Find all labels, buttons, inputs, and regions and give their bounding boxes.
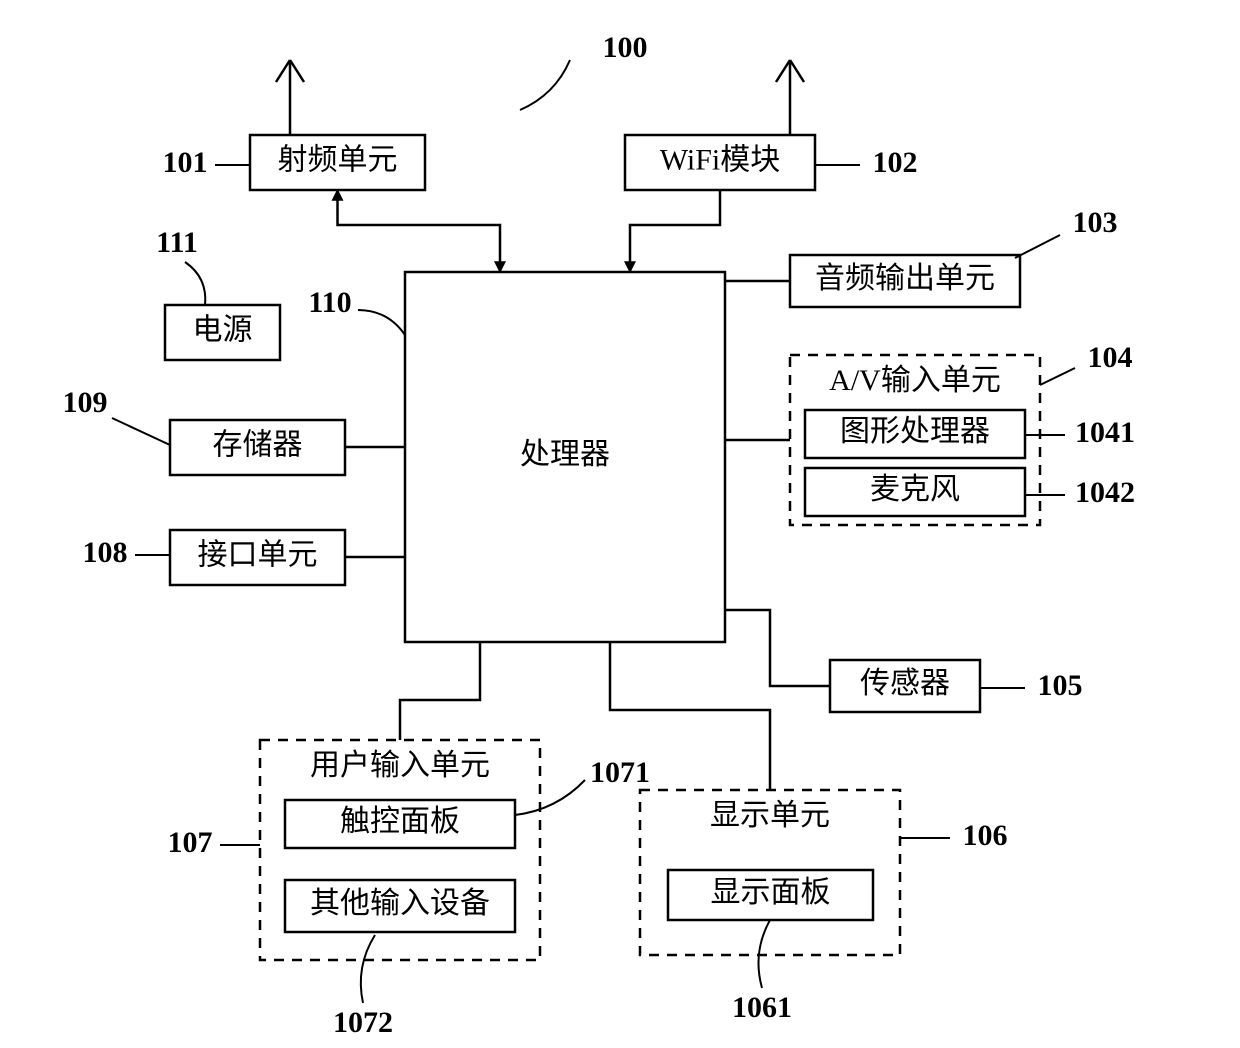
audio_out-box: 音频输出单元 bbox=[790, 255, 1020, 307]
leader-104 bbox=[1040, 368, 1075, 385]
display_panel-label: 显示面板 bbox=[711, 876, 831, 909]
processor-box: 处理器 bbox=[405, 272, 725, 642]
power-label: 电源 bbox=[193, 313, 253, 346]
display_panel-box: 显示面板 bbox=[668, 870, 873, 920]
leader-111 bbox=[185, 262, 205, 305]
connector-wifi-processor bbox=[630, 190, 720, 272]
ref-108: 108 bbox=[83, 536, 128, 569]
ref-1042: 1042 bbox=[1075, 476, 1135, 509]
ref-101: 101 bbox=[163, 146, 208, 179]
leader-103 bbox=[1015, 235, 1060, 258]
memory-box: 存储器 bbox=[170, 420, 345, 475]
connector-rf_unit-processor bbox=[338, 190, 501, 272]
ref-104: 104 bbox=[1088, 341, 1133, 374]
sensor-box: 传感器 bbox=[830, 660, 980, 712]
leader-1071 bbox=[515, 780, 585, 815]
wifi-label: WiFi模块 bbox=[660, 143, 780, 176]
ref-109: 109 bbox=[63, 386, 108, 419]
audio_out-label: 音频输出单元 bbox=[815, 262, 995, 295]
ref-105: 105 bbox=[1038, 669, 1083, 702]
ref-1072: 1072 bbox=[333, 1006, 393, 1039]
mic-box: 麦克风 bbox=[805, 468, 1025, 516]
ref-1071: 1071 bbox=[590, 756, 650, 789]
ref-103: 103 bbox=[1073, 206, 1118, 239]
sensor-label: 传感器 bbox=[860, 667, 950, 700]
leader-100 bbox=[520, 60, 570, 110]
leader-109 bbox=[112, 418, 170, 445]
rf-antenna bbox=[276, 60, 304, 135]
power-box: 电源 bbox=[165, 305, 280, 360]
wifi-antenna bbox=[776, 60, 804, 135]
av_group-label: A/V输入单元 bbox=[829, 364, 1001, 397]
connector-processor-sensor bbox=[725, 610, 830, 686]
ref-1041: 1041 bbox=[1075, 416, 1135, 449]
touch_panel-box: 触控面板 bbox=[285, 800, 515, 848]
ref-106: 106 bbox=[963, 819, 1008, 852]
processor-label: 处理器 bbox=[520, 438, 610, 471]
other_input-label: 其他输入设备 bbox=[310, 887, 490, 920]
userin_group-label: 用户输入单元 bbox=[310, 749, 490, 782]
ref-102: 102 bbox=[873, 146, 918, 179]
leader-110 bbox=[358, 310, 405, 335]
ref-111: 111 bbox=[156, 226, 198, 259]
ref-110: 110 bbox=[308, 286, 351, 319]
rf_unit-box: 射频单元 bbox=[250, 135, 425, 190]
wifi-box: WiFi模块 bbox=[625, 135, 815, 190]
ref-100: 100 bbox=[603, 31, 648, 64]
gpu-box: 图形处理器 bbox=[805, 410, 1025, 458]
connector-processor-userin_group bbox=[400, 642, 480, 740]
mic-label: 麦克风 bbox=[870, 473, 960, 506]
other_input-box: 其他输入设备 bbox=[285, 880, 515, 932]
rf_unit-label: 射频单元 bbox=[278, 143, 398, 176]
gpu-label: 图形处理器 bbox=[840, 415, 990, 448]
memory-label: 存储器 bbox=[213, 428, 303, 461]
interface-label: 接口单元 bbox=[198, 538, 318, 571]
ref-107: 107 bbox=[168, 826, 213, 859]
ref-1061: 1061 bbox=[732, 991, 792, 1024]
leader-1072 bbox=[361, 935, 375, 1003]
interface-box: 接口单元 bbox=[170, 530, 345, 585]
touch_panel-label: 触控面板 bbox=[340, 805, 460, 838]
display_group-label: 显示单元 bbox=[710, 799, 830, 832]
